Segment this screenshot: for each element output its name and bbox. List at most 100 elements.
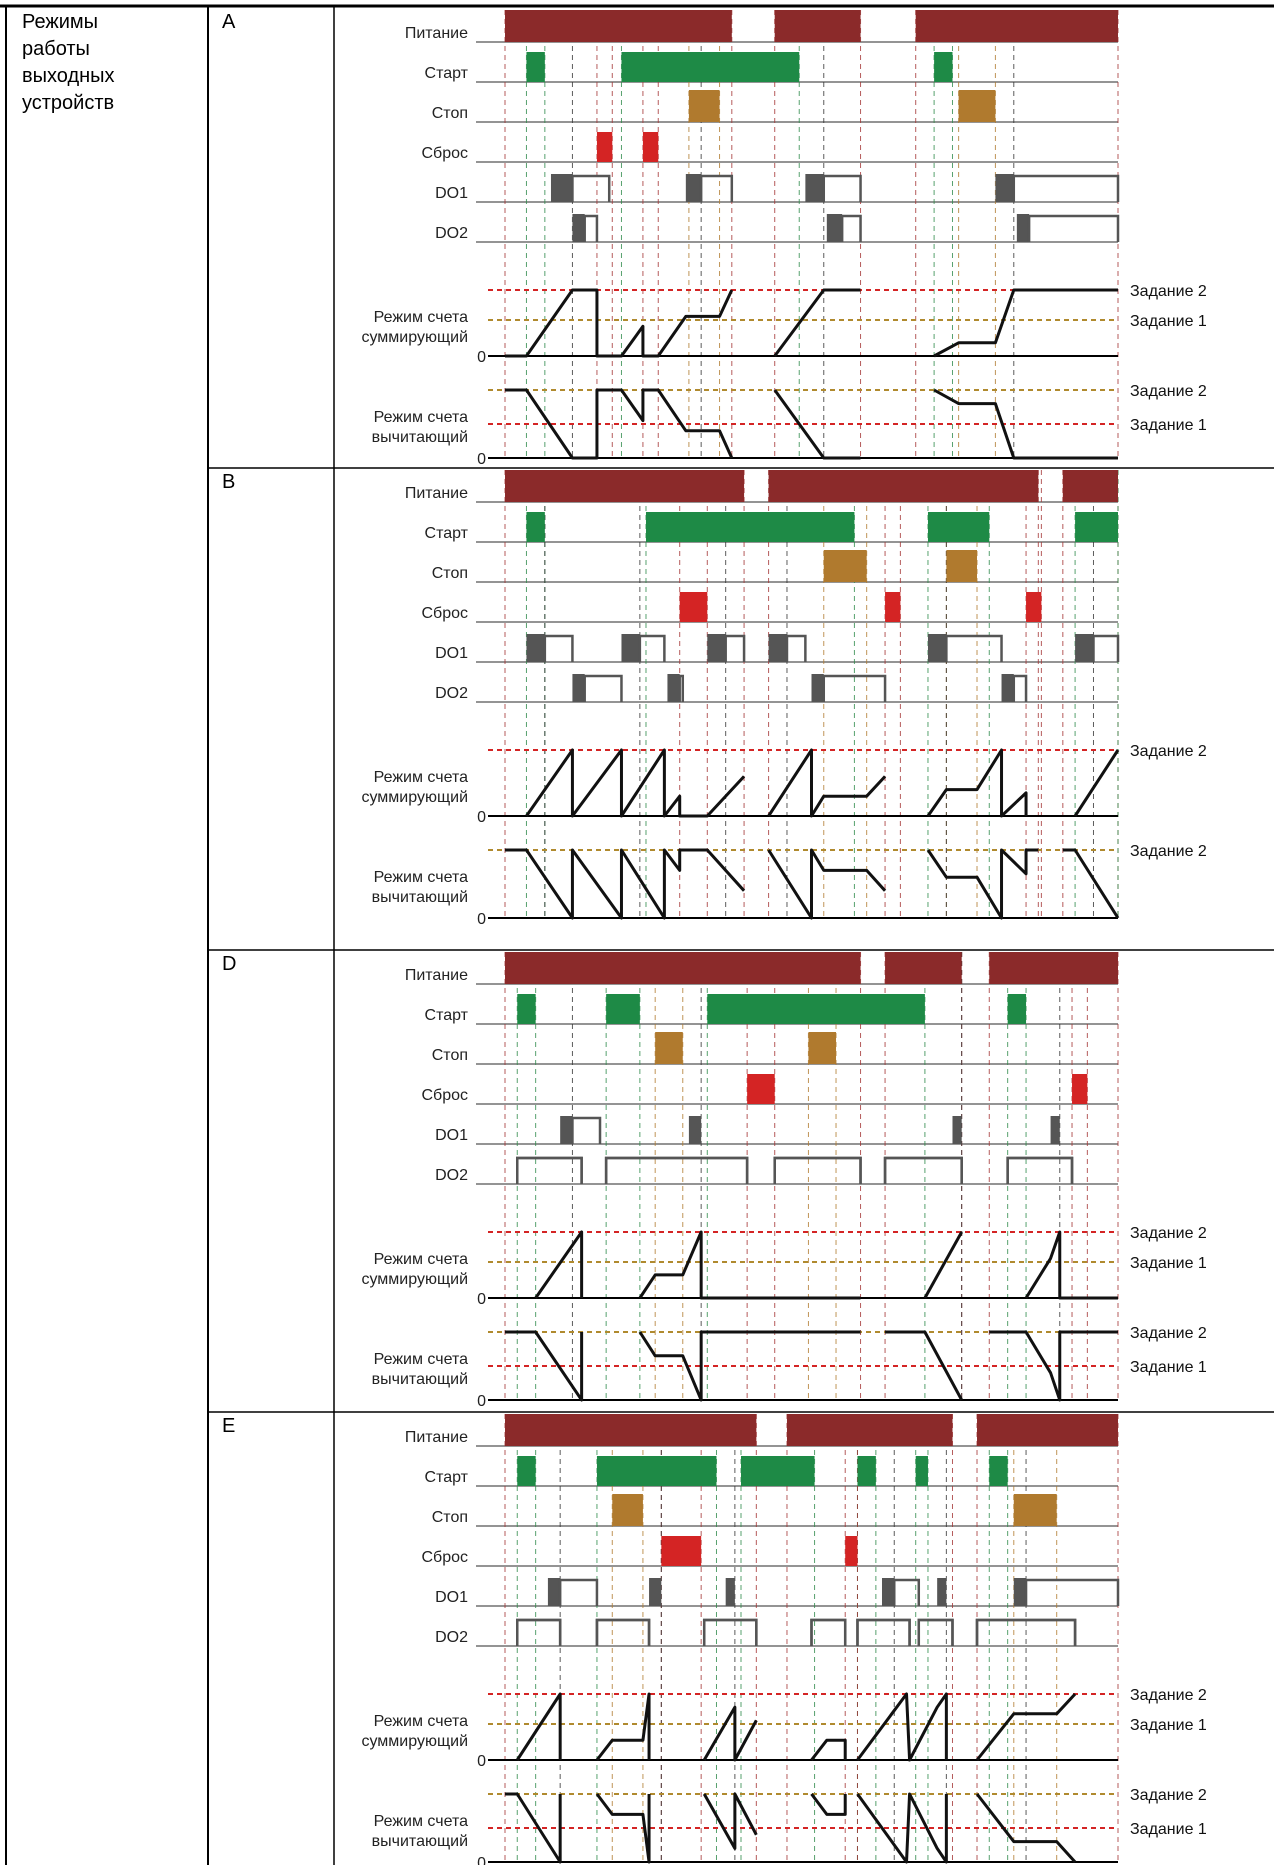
start-pulse <box>596 1456 717 1486</box>
subtracting-mode-label: Режим счета <box>374 1813 468 1830</box>
summing-mode-label: Режим счета <box>374 309 468 326</box>
subtracting-mode-label: Режим счета <box>374 1351 468 1368</box>
do2-level <box>975 1618 1077 1646</box>
summing-mode-label: суммирующий <box>361 789 468 806</box>
start-pulse <box>857 1456 876 1486</box>
section-E: E Питание Старт Стоп Сброс DO1 DO2 Режим счета с… <box>222 1414 1207 1865</box>
do2-level <box>810 1618 847 1646</box>
do2-level <box>516 1618 562 1646</box>
zero-label: 0 <box>477 809 486 826</box>
do1-active <box>952 1116 962 1144</box>
signal-label: DO2 <box>435 1629 468 1646</box>
summing-counter-trace <box>516 1692 562 1761</box>
signal-label: Питание <box>405 485 468 502</box>
section-D: D Питание Старт Стоп Сброс DO1 DO2 Режим счета с… <box>222 952 1207 1410</box>
signal-label: DO2 <box>435 1167 468 1184</box>
signal-label: DO1 <box>435 1589 468 1606</box>
subtracting-counter-trace <box>989 1330 1118 1402</box>
signal-label: DO1 <box>435 1127 468 1144</box>
zero-label: 0 <box>477 451 486 468</box>
signal-label: Сброс <box>421 1549 468 1566</box>
summing-mode-label: Режим счета <box>374 1713 468 1730</box>
summing-counter-trace <box>975 1692 1077 1761</box>
summing-counter-trace <box>595 1692 651 1761</box>
summing-counter-trace <box>638 1230 861 1300</box>
signal-label: Стоп <box>432 1047 468 1064</box>
stop-pulse <box>612 1494 643 1526</box>
start-pulse <box>517 1456 536 1486</box>
do2-level <box>604 1156 749 1184</box>
do1-active <box>1075 634 1094 662</box>
power-pulse <box>915 10 1118 42</box>
summing-counter-trace <box>856 1692 948 1762</box>
subtracting-counter-trace <box>810 1793 847 1816</box>
do1-level <box>543 634 574 662</box>
summing-counter-trace <box>1073 749 1120 817</box>
zero-label: 0 <box>477 1855 486 1865</box>
stop-pulse <box>946 550 978 582</box>
task2-label: Задание 2 <box>1130 1687 1207 1704</box>
subtracting-counter-trace <box>933 388 1118 460</box>
subtracting-mode-label: вычитающий <box>372 429 468 446</box>
signal-label: Стоп <box>432 105 468 122</box>
do1-level <box>1092 634 1120 662</box>
do1-active <box>927 634 947 662</box>
do1-active <box>649 1578 662 1606</box>
do1-active <box>768 634 787 662</box>
do1-level <box>571 1116 602 1144</box>
do1-active <box>688 1116 702 1144</box>
do1-active <box>1013 1578 1027 1606</box>
subtracting-mode-label: вычитающий <box>372 1371 468 1388</box>
signal-label: Старт <box>425 525 469 542</box>
signal-label: Старт <box>425 1007 469 1024</box>
start-pulse <box>934 52 953 82</box>
subtracting-counter-trace <box>885 1330 964 1401</box>
do2-level <box>516 1156 583 1184</box>
reset-pulse <box>1026 592 1042 622</box>
summing-mode-label: Режим счета <box>374 1251 468 1268</box>
do2-level <box>773 1156 862 1184</box>
summing-counter-trace <box>702 1705 758 1762</box>
do2-level <box>583 674 623 702</box>
power-pulse <box>989 952 1118 984</box>
section-A: A Питание Старт Стоп Сброс DO1 DO2 Режим счета с… <box>222 10 1207 468</box>
start-pulse <box>915 1456 928 1486</box>
signal-label: Питание <box>405 967 468 984</box>
summing-counter-trace <box>767 748 887 818</box>
row-heading-line: Режимы <box>22 11 98 33</box>
signal-label: Сброс <box>421 145 468 162</box>
do1-active <box>526 634 545 662</box>
section-B: B Питание Старт Стоп Сброс DO1 DO2 Режим счета с… <box>222 470 1207 928</box>
subtracting-mode-label: Режим счета <box>374 869 468 886</box>
summing-counter-trace <box>534 1230 584 1299</box>
do2-active <box>1001 674 1014 702</box>
stop-pulse <box>1013 1494 1057 1526</box>
subtracting-counter-trace <box>975 1793 1077 1864</box>
do2-level <box>1006 1156 1074 1184</box>
task2-label: Задание 2 <box>1130 843 1207 860</box>
do1-level <box>893 1578 921 1606</box>
do1-level <box>822 174 862 202</box>
summing-counter-trace <box>926 748 1028 818</box>
do2-level <box>604 1156 749 1184</box>
signal-label: Старт <box>425 65 469 82</box>
task1-label: Задание 1 <box>1130 1359 1207 1376</box>
row-heading-line: выходных <box>22 65 115 87</box>
start-pulse <box>526 512 545 542</box>
row-heading: Режимы работы выходных устройств <box>22 11 115 114</box>
subtracting-counter-trace <box>767 848 887 920</box>
signal-label: DO1 <box>435 185 468 202</box>
reset-pulse <box>1072 1074 1088 1104</box>
reset-pulse <box>885 592 901 622</box>
do1-active <box>937 1578 947 1606</box>
do1-level <box>945 634 1003 662</box>
start-pulse <box>707 994 925 1024</box>
table-grid <box>0 4 1274 1865</box>
reset-pulse <box>845 1536 858 1566</box>
zero-label: 0 <box>477 1393 486 1410</box>
power-pulse <box>786 1414 953 1446</box>
subtracting-mode-label: вычитающий <box>372 889 468 906</box>
power-pulse <box>505 1414 757 1446</box>
do1-active <box>995 174 1014 202</box>
